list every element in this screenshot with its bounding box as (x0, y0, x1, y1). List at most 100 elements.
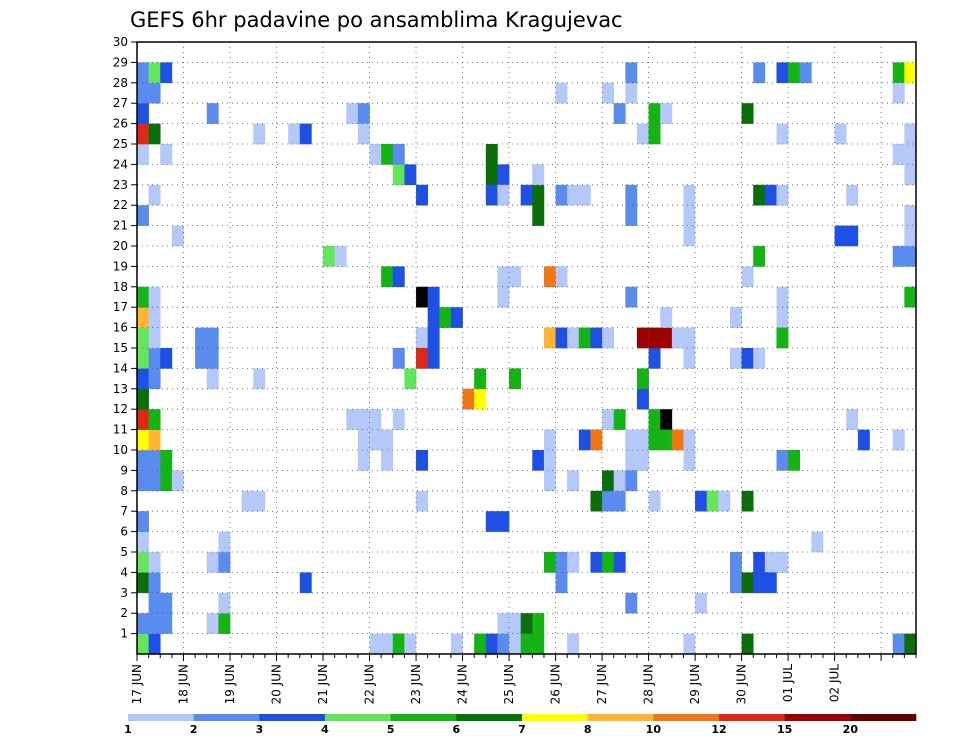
heatmap-cell (137, 572, 149, 594)
heatmap-cell (636, 450, 649, 471)
heatmap-cell (729, 307, 742, 328)
colorbar-label: 2 (190, 723, 198, 736)
heatmap-cell (602, 82, 614, 104)
heatmap-cell (195, 348, 208, 369)
heatmap-cell (148, 307, 161, 328)
x-tick-label: 02 JUL (828, 664, 842, 702)
heatmap-cell (776, 184, 789, 206)
heatmap-cell (288, 123, 301, 145)
heatmap-cell (613, 103, 626, 124)
colorbar-segment (390, 714, 457, 721)
x-tick-label: 30 JUN (735, 664, 749, 704)
heatmap-cell (683, 205, 696, 226)
x-axis-ticks: 17 JUN 18 JUN 19 JUN 20 JUN 21 JUN 22 JUN 23 J… (130, 654, 917, 704)
heatmap-cell (148, 592, 161, 614)
heatmap-cell (764, 552, 777, 573)
heatmap-cell (497, 266, 510, 288)
y-tick-label: 3 (120, 586, 128, 600)
heatmap-cell (543, 552, 556, 573)
heatmap-cell (218, 531, 231, 553)
heatmap-cell (485, 511, 498, 532)
heatmap-cell (381, 266, 394, 288)
heatmap-cell (392, 348, 405, 369)
heatmap-cell (532, 164, 545, 186)
heatmap-cell (509, 266, 521, 288)
heatmap-cell (497, 164, 510, 186)
heatmap-cell (509, 368, 521, 390)
heatmap-cell (660, 429, 673, 451)
heatmap-cell (613, 490, 626, 512)
heatmap-cell (369, 429, 382, 451)
heatmap-cell (532, 613, 545, 634)
colorbar-segment (456, 714, 523, 721)
heatmap-cell (602, 409, 614, 430)
heatmap-cell (636, 429, 649, 451)
heatmap-cell (753, 246, 766, 267)
heatmap-cell (137, 144, 149, 165)
x-tick-label: 26 JUN (549, 664, 563, 704)
heatmap-cell (857, 429, 870, 451)
heatmap-cell (776, 123, 789, 145)
heatmap-cell (625, 286, 638, 308)
heatmap-cell (671, 429, 684, 451)
heatmap-cell (392, 144, 405, 165)
heatmap-cell (648, 327, 661, 349)
heatmap-cell (427, 307, 440, 328)
heatmap-cell (567, 470, 580, 492)
y-tick-label: 6 (120, 525, 128, 539)
heatmap-cell (578, 429, 591, 451)
heatmap-cell (160, 450, 173, 471)
colorbar-label: 5 (387, 723, 395, 736)
heatmap-cell (392, 633, 405, 655)
heatmap-cell (729, 552, 742, 573)
heatmap-cell (509, 633, 521, 655)
heatmap-cell (904, 205, 917, 226)
heatmap-cell (648, 409, 661, 430)
heatmap-cell (846, 225, 859, 247)
heatmap-cell (137, 286, 149, 308)
heatmap-cell (567, 327, 580, 349)
heatmap-cell (776, 327, 789, 349)
y-tick-label: 13 (113, 382, 128, 396)
heatmap-cell (357, 103, 370, 124)
heatmap-cell (137, 511, 149, 532)
x-tick-label: 28 JUN (642, 664, 656, 704)
heatmap-cell (137, 470, 149, 492)
heatmap-cell (602, 327, 614, 349)
heatmap-cell (555, 552, 568, 573)
heatmap-cell (148, 552, 161, 573)
x-tick-label: 18 JUN (177, 664, 191, 704)
heatmap-cell (613, 470, 626, 492)
heatmap-cell (450, 307, 463, 328)
heatmap-cell (741, 633, 754, 655)
heatmap-cell (671, 327, 684, 349)
heatmap-cell (555, 184, 568, 206)
heatmap-cell (474, 388, 487, 410)
heatmap-cell (543, 266, 556, 288)
heatmap-cell (788, 450, 801, 471)
heatmap-cell (555, 266, 568, 288)
heatmap-cell (602, 470, 614, 492)
heatmap-cell (602, 552, 614, 573)
heatmap-cell (811, 531, 824, 553)
heatmap-cell (462, 388, 475, 410)
heatmap-cell (625, 184, 638, 206)
heatmap-cell (648, 490, 661, 512)
heatmap-cell (904, 62, 917, 84)
y-tick-label: 11 (113, 423, 128, 437)
heatmap-cell (148, 409, 161, 430)
colorbar-segment (784, 714, 851, 721)
y-tick-label: 2 (120, 606, 128, 620)
heatmap-cell (660, 307, 673, 328)
heatmap-cell (776, 307, 789, 328)
heatmap-cell (148, 368, 161, 390)
heatmap-cell (148, 62, 161, 84)
colorbar-segment (850, 714, 917, 721)
heatmap-cell (567, 552, 580, 573)
heatmap-cell (764, 184, 777, 206)
heatmap-cell (357, 409, 370, 430)
heatmap-cell (218, 592, 231, 614)
heatmap-cell (160, 144, 173, 165)
heatmap-cell (485, 144, 498, 165)
x-tick-label: 25 JUN (502, 664, 516, 704)
